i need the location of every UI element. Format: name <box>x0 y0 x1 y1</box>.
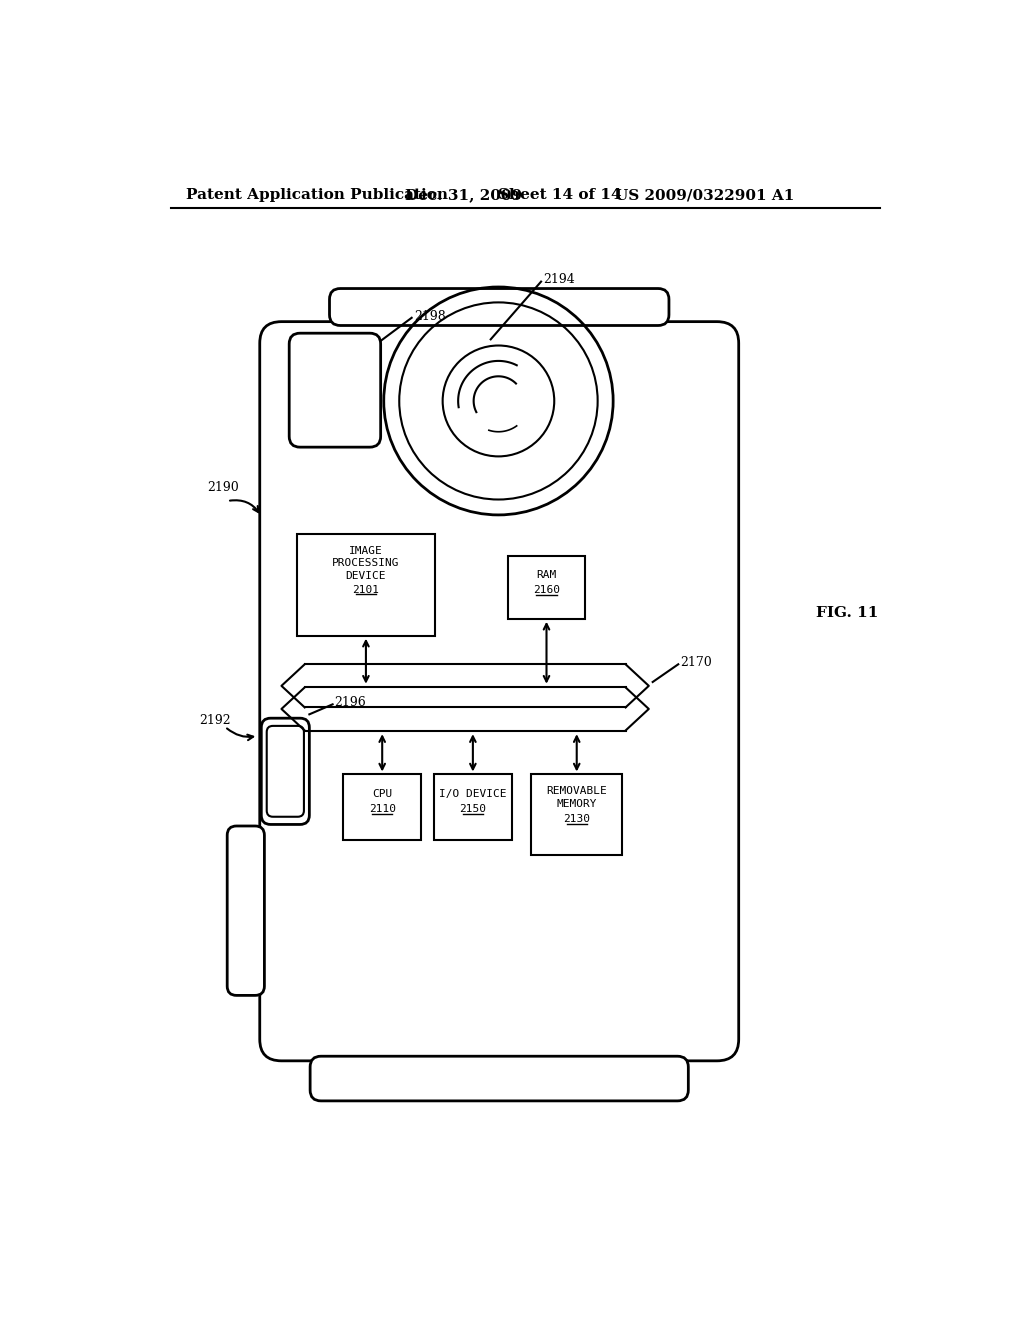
Text: IMAGE: IMAGE <box>349 546 383 556</box>
Text: 2194: 2194 <box>544 273 575 286</box>
Text: MEMORY: MEMORY <box>556 799 597 809</box>
Text: 2170: 2170 <box>680 656 712 669</box>
FancyBboxPatch shape <box>310 1056 688 1101</box>
FancyBboxPatch shape <box>266 726 304 817</box>
Text: 2150: 2150 <box>460 804 486 814</box>
FancyBboxPatch shape <box>508 556 586 619</box>
Text: 2192: 2192 <box>200 714 231 727</box>
Text: US 2009/0322901 A1: US 2009/0322901 A1 <box>614 189 794 202</box>
FancyBboxPatch shape <box>260 322 738 1061</box>
FancyBboxPatch shape <box>531 775 623 855</box>
Text: 2196: 2196 <box>334 696 366 709</box>
FancyBboxPatch shape <box>261 718 309 825</box>
Text: DEVICE: DEVICE <box>346 570 386 581</box>
FancyBboxPatch shape <box>289 333 381 447</box>
Text: 2110: 2110 <box>369 804 395 814</box>
Text: FIG. 11: FIG. 11 <box>816 606 879 619</box>
Text: 2101: 2101 <box>352 585 380 594</box>
Text: Patent Application Publication: Patent Application Publication <box>186 189 449 202</box>
FancyBboxPatch shape <box>343 775 421 840</box>
Text: 2190: 2190 <box>207 482 239 495</box>
FancyBboxPatch shape <box>434 775 512 840</box>
Text: 2160: 2160 <box>534 585 560 595</box>
FancyBboxPatch shape <box>227 826 264 995</box>
FancyBboxPatch shape <box>297 535 435 636</box>
Text: 2130: 2130 <box>563 814 590 824</box>
Text: CPU: CPU <box>372 788 392 799</box>
FancyBboxPatch shape <box>330 289 669 326</box>
Text: I/O DEVICE: I/O DEVICE <box>439 788 507 799</box>
Text: Sheet 14 of 14: Sheet 14 of 14 <box>499 189 622 202</box>
Text: 2198: 2198 <box>414 310 445 323</box>
Text: RAM: RAM <box>537 570 557 579</box>
Text: Dec. 31, 2009: Dec. 31, 2009 <box>406 189 522 202</box>
Text: PROCESSING: PROCESSING <box>332 558 399 569</box>
Text: REMOVABLE: REMOVABLE <box>547 787 607 796</box>
